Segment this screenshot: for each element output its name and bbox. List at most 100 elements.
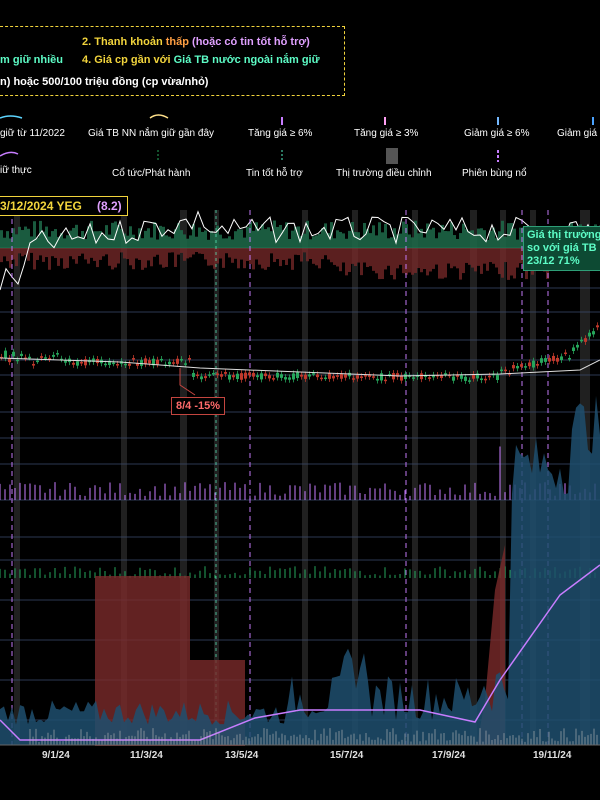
foreign-band-red <box>357 248 360 263</box>
foreign-band-green <box>387 238 390 248</box>
foreign-band-green <box>84 239 87 248</box>
foreign-band-red <box>420 248 423 273</box>
price-candle <box>412 377 415 379</box>
price-candle <box>132 358 135 360</box>
foreign-band-green <box>150 237 153 248</box>
price-candle <box>324 377 327 380</box>
foreign-band-green <box>171 238 174 248</box>
volume-area <box>0 395 600 745</box>
price-candle <box>532 360 535 368</box>
foreign-band-green <box>243 237 246 248</box>
foreign-band-green <box>369 233 372 248</box>
price-candle <box>292 373 295 380</box>
price-candle <box>112 362 115 365</box>
foreign-band-green <box>459 233 462 248</box>
foreign-band-red <box>255 248 258 260</box>
foreign-band-green <box>222 238 225 248</box>
price-candle <box>80 362 83 364</box>
foreign-band-green <box>207 239 210 248</box>
price-candle <box>580 339 583 342</box>
foreign-band-green <box>489 230 492 248</box>
foreign-band-green <box>372 225 375 248</box>
foreign-band-green <box>483 230 486 248</box>
foreign-band-green <box>249 221 252 248</box>
foreign-band-green <box>498 231 501 248</box>
foreign-band-green <box>87 226 90 248</box>
foreign-band-green <box>186 238 189 248</box>
price-candle <box>36 360 39 363</box>
foreign-band-green <box>129 226 132 248</box>
foreign-band-red <box>486 248 489 271</box>
foreign-band-red <box>444 248 447 278</box>
foreign-band-green <box>402 221 405 248</box>
price-candle <box>228 374 231 380</box>
foreign-band-red <box>270 248 273 254</box>
price-candle <box>304 374 307 379</box>
foreign-band-red <box>492 248 495 264</box>
foreign-band-red <box>450 248 453 269</box>
foreign-band-green <box>75 224 78 248</box>
price-candle <box>300 374 303 377</box>
foreign-band-red <box>441 248 444 279</box>
price-candle <box>160 358 163 361</box>
foreign-band-red <box>321 248 324 260</box>
foreign-band-green <box>300 235 303 248</box>
foreign-band-green <box>18 226 21 248</box>
foreign-band-green <box>474 235 477 248</box>
price-candle <box>520 364 523 367</box>
price-candle <box>584 338 587 342</box>
x-tick-label: 19/11/24 <box>533 750 572 761</box>
price-candle <box>136 363 139 366</box>
price-candle <box>536 364 539 366</box>
price-candle <box>524 366 527 368</box>
foreign-band-green <box>336 230 339 248</box>
price-candle <box>40 356 43 358</box>
foreign-band-green <box>312 236 315 248</box>
foreign-band-green <box>213 233 216 248</box>
correction-column <box>302 210 308 745</box>
price-candle <box>340 373 343 379</box>
price-candle <box>312 373 315 375</box>
legend-held-since: giữ từ 11/2022 <box>0 128 65 139</box>
price-candle <box>380 373 383 381</box>
foreign-band-green <box>234 231 237 248</box>
foreign-band-red <box>282 248 285 260</box>
price-candle <box>172 362 175 364</box>
price-candle <box>572 347 575 351</box>
foreign-band-red <box>207 248 210 266</box>
foreign-band-red <box>102 248 105 257</box>
foreign-band-red <box>507 248 510 280</box>
correction-column <box>180 210 187 745</box>
foreign-band-red <box>120 248 123 253</box>
foreign-band-green <box>3 237 6 248</box>
foreign-band-green <box>423 237 426 248</box>
price-candle <box>8 357 11 363</box>
foreign-band-red <box>48 248 51 270</box>
foreign-band-red <box>210 248 213 266</box>
price-candle <box>16 359 19 362</box>
foreign-band-red <box>378 248 381 280</box>
foreign-band-green <box>141 238 144 248</box>
foreign-band-green <box>6 231 9 248</box>
foreign-band-green <box>432 227 435 248</box>
foreign-band-red <box>360 248 363 276</box>
foreign-band-red <box>123 248 126 259</box>
price-candle <box>540 358 543 363</box>
foreign-band-red <box>411 248 414 275</box>
foreign-band-red <box>156 248 159 255</box>
price-candle <box>204 376 207 379</box>
price-candle <box>12 351 15 357</box>
price-candle <box>224 372 227 374</box>
foreign-band-green <box>72 227 75 248</box>
foreign-band-green <box>48 236 51 248</box>
price-candle <box>396 373 399 377</box>
price-candle <box>236 373 239 379</box>
foreign-band-red <box>354 248 357 267</box>
foreign-band-red <box>291 248 294 270</box>
price-candle <box>560 356 563 361</box>
price-candle <box>240 373 243 380</box>
legend-line2-low: thấp <box>165 36 189 48</box>
price-candle <box>592 331 595 335</box>
market-annotation: Giá thị trường so với giá TB 23/12 71% <box>523 226 600 271</box>
foreign-band-red <box>132 248 135 270</box>
